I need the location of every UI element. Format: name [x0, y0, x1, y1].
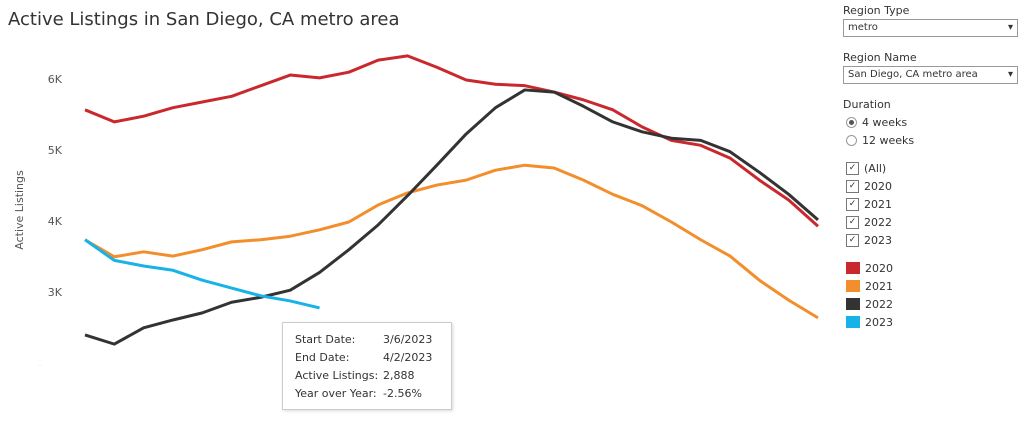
option-label: 2020 [864, 179, 892, 193]
legend-swatch [846, 316, 860, 328]
legend-label: 2021 [865, 279, 893, 293]
tooltip-value: 3/6/2023 [383, 333, 433, 346]
line-series [84, 54, 820, 228]
line-series [84, 163, 819, 320]
checkbox-option[interactable]: ✓ 2022 [846, 213, 1018, 231]
y-tick-label: 4K [48, 215, 63, 228]
legend-item: 2020 [846, 259, 1018, 277]
tooltip-row: Year over Year: -2.56% [295, 387, 451, 405]
radio-button [846, 116, 857, 128]
tooltip-value: 4/2/2023 [383, 351, 433, 364]
arrow: ▾ [1007, 69, 1013, 80]
radio-button [846, 134, 857, 146]
checkbox-option[interactable]: ✓ 2021 [846, 195, 1018, 213]
checkbox: ✓ [846, 215, 859, 229]
legend: 2020 2021 2022 2023 [843, 259, 1018, 331]
label: Duration [843, 98, 891, 111]
line-series [84, 238, 320, 310]
tooltip-key: End Date: [295, 351, 350, 364]
checkbox-option[interactable]: ✓ 2020 [846, 177, 1018, 195]
dropdown-value: metro [848, 22, 878, 33]
chart-title: Active Listings in San Diego, CA metro a… [8, 9, 399, 30]
chart: Active Listings in San Diego, CA metro a… [8, 9, 820, 366]
legend-swatch [846, 298, 860, 310]
label: Region Type [843, 4, 910, 17]
radio-option[interactable]: 12 weeks [846, 131, 1018, 149]
tooltip-row: End Date: 4/2/2023 [295, 351, 451, 369]
arrow: ▾ [1007, 22, 1013, 33]
radio-group: 4 weeks 12 weeks [843, 113, 1018, 149]
line-series [84, 88, 819, 346]
dropdown-value: San Diego, CA metro area [848, 69, 978, 80]
option-label: 4 weeks [862, 115, 908, 129]
checkbox-group: ✓ (All) ✓ 2020 ✓ 2021 ✓ 2022 ✓ 2023 [843, 159, 1018, 249]
tooltip-key: Year over Year: [295, 387, 377, 400]
checkbox-option[interactable]: ✓ 2023 [846, 231, 1018, 249]
legend-label: 2022 [865, 297, 893, 311]
label: Region Name [843, 51, 917, 64]
tooltip-value: 2,888 [383, 369, 415, 382]
option-label: 2023 [864, 233, 892, 247]
legend-label: 2020 [865, 261, 893, 275]
tooltip-key: Active Listings: [295, 369, 379, 382]
option-label: (All) [864, 161, 887, 175]
checkbox: ✓ [846, 197, 859, 211]
filter-panel: Region Type metro ▾ Region Name San Diego… [843, 0, 1018, 331]
y-tick-label: 3K [48, 286, 63, 299]
radio-option[interactable]: 4 weeks [846, 113, 1018, 131]
checkbox-option[interactable]: ✓ (All) [846, 159, 1018, 177]
legend-label: 2023 [865, 315, 893, 329]
tooltip-key: Start Date: [295, 333, 356, 346]
checkbox: ✓ [846, 179, 859, 193]
y-tick-label: 5K [48, 144, 63, 157]
legend-item: 2022 [846, 295, 1018, 313]
legend-swatch [846, 280, 860, 292]
y-axis-label: Active Listings [13, 170, 26, 250]
checkbox: ✓ [846, 161, 859, 175]
checkbox: ✓ [846, 233, 859, 247]
option-label: 12 weeks [862, 133, 915, 147]
y-tick-label: 6K [48, 73, 63, 86]
legend-item: 2021 [846, 277, 1018, 295]
option-label: 2021 [864, 197, 892, 211]
tooltip: Start Date: 3/6/2023 End Date: 4/2/2023 Acti… [282, 322, 452, 410]
legend-item: 2023 [846, 313, 1018, 331]
option-label: 2022 [864, 215, 892, 229]
dropdown[interactable]: metro ▾ [843, 19, 1018, 37]
dropdown[interactable]: San Diego, CA metro area ▾ [843, 66, 1018, 84]
tooltip-value: -2.56% [383, 387, 422, 400]
tooltip-row: Start Date: 3/6/2023 [295, 333, 451, 351]
tooltip-row: Active Listings: 2,888 [295, 369, 451, 387]
legend-swatch [846, 262, 860, 274]
